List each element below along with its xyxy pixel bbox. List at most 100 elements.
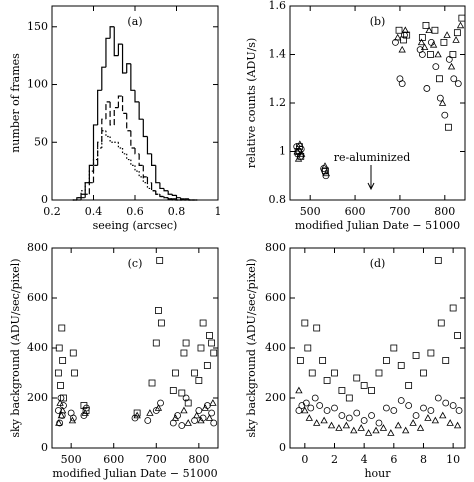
point-square	[58, 324, 66, 332]
x-tick-label: 0	[301, 453, 308, 466]
point-triangle	[305, 414, 313, 421]
panel-label: (a)	[127, 15, 142, 28]
point-square	[191, 369, 198, 377]
point-triangle	[447, 62, 456, 70]
point-square	[449, 304, 457, 312]
y-tick-label: 200	[27, 391, 48, 404]
histogram-step	[113, 107, 119, 125]
point-triangle	[320, 416, 328, 424]
histogram-step	[167, 197, 173, 200]
point-triangle	[443, 31, 451, 38]
point-square	[60, 394, 67, 402]
point-circle	[454, 80, 462, 87]
point-triangle	[452, 36, 460, 43]
y-tick-label: 800	[27, 241, 48, 254]
point-square	[206, 332, 213, 339]
histogram-step	[146, 136, 152, 155]
point-circle	[455, 407, 463, 414]
point-triangle	[68, 416, 77, 424]
point-circle	[436, 94, 444, 102]
point-triangle	[401, 426, 410, 434]
point-circle	[382, 404, 390, 412]
point-square	[436, 75, 443, 83]
point-square	[203, 362, 211, 369]
histogram-step	[130, 130, 135, 149]
point-triangle	[409, 419, 417, 426]
histogram-step	[84, 182, 90, 191]
histogram-step	[113, 26, 119, 57]
histogram-step	[84, 193, 90, 198]
point-triangle	[364, 429, 373, 436]
histogram-step	[130, 63, 135, 91]
point-triangle	[425, 26, 433, 34]
histogram-step	[109, 101, 115, 126]
y-axis-label: number of frames	[9, 53, 22, 153]
point-triangle	[55, 419, 63, 426]
histogram-step	[117, 142, 123, 149]
point-triangle	[322, 169, 331, 177]
point-square	[420, 369, 427, 377]
histogram-step	[155, 165, 160, 184]
point-triangle	[197, 416, 205, 424]
point-square	[208, 339, 216, 347]
y-tick-label: 50	[34, 135, 48, 148]
point-triangle	[56, 399, 64, 406]
point-square	[297, 152, 305, 160]
histogram-step	[180, 197, 185, 200]
point-square	[431, 26, 439, 34]
point-triangle	[420, 43, 429, 51]
point-square	[444, 123, 452, 131]
point-circle	[302, 399, 310, 407]
point-triangle	[184, 419, 192, 426]
point-square	[169, 387, 177, 394]
point-triangle	[193, 411, 201, 419]
point-square	[182, 339, 190, 347]
histogram-step	[126, 113, 131, 132]
point-triangle	[327, 421, 336, 429]
point-square	[440, 38, 448, 46]
histogram-step	[101, 118, 106, 143]
point-triangle	[81, 409, 89, 416]
point-circle	[450, 75, 458, 83]
histogram-step	[134, 90, 140, 103]
x-axis-label: seeing (arcsec)	[93, 219, 178, 232]
point-circle	[345, 414, 353, 422]
point-circle	[445, 55, 453, 63]
y-axis-label: sky background (ADU/sec/pixel)	[245, 258, 258, 437]
point-square	[178, 389, 186, 397]
point-square	[442, 357, 450, 364]
point-circle	[157, 399, 164, 407]
x-tick-label: 0.6	[126, 205, 144, 218]
histogram-step	[88, 182, 94, 195]
point-triangle	[57, 411, 66, 419]
y-tick-label: 1.2	[269, 96, 287, 109]
point-triangle	[350, 426, 358, 434]
x-tick-label: 0.4	[85, 205, 103, 218]
point-square	[449, 51, 457, 58]
point-square	[54, 369, 62, 377]
x-tick-label: 800	[434, 205, 455, 218]
point-square	[296, 357, 304, 364]
histogram-step	[134, 165, 140, 172]
point-square	[313, 324, 321, 332]
point-square	[458, 14, 466, 22]
histogram-step	[105, 37, 111, 68]
point-square	[412, 352, 420, 359]
point-square	[422, 21, 430, 29]
point-triangle	[313, 419, 321, 426]
histogram-step	[88, 164, 94, 183]
x-tick-label: 0.8	[168, 205, 186, 218]
point-triangle	[146, 409, 154, 416]
point-triangle	[133, 411, 141, 419]
y-axis-label: relative counts (ADU/s)	[245, 38, 258, 169]
point-square	[360, 382, 368, 389]
histogram-step	[171, 198, 177, 201]
x-tick-label: 800	[188, 453, 209, 466]
point-square	[454, 332, 461, 339]
point-circle	[375, 419, 383, 427]
y-tick-label: 400	[265, 341, 286, 354]
histogram-step	[142, 119, 148, 138]
point-square	[405, 382, 413, 389]
point-square	[308, 369, 316, 377]
point-triangle	[424, 414, 432, 421]
